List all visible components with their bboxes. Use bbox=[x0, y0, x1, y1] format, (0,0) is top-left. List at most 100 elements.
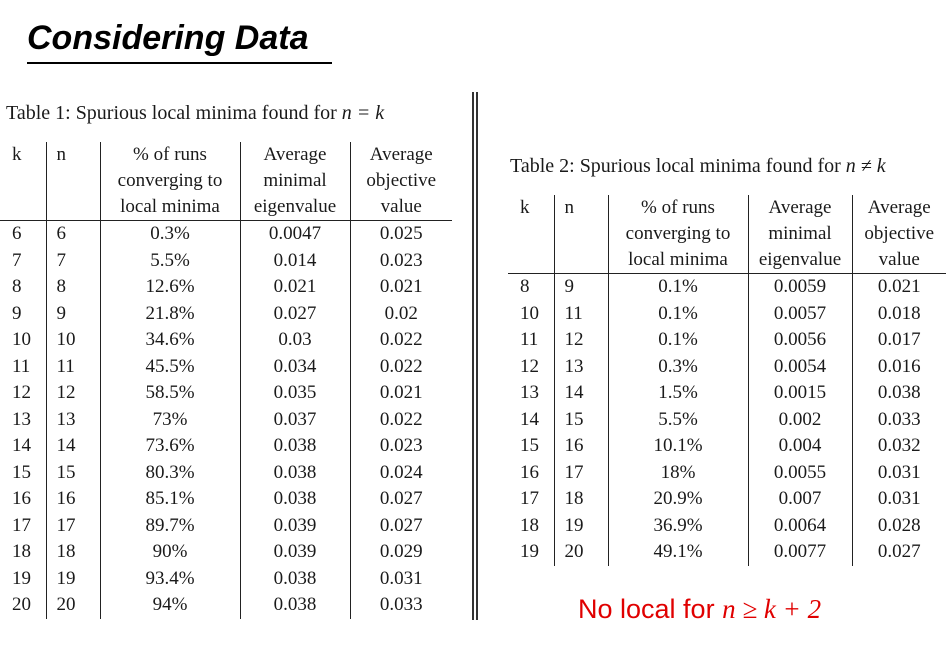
table1-cell-k: 20 bbox=[0, 592, 47, 619]
table2-header-k: k bbox=[508, 195, 555, 221]
table1-cell-n: 16 bbox=[46, 486, 101, 513]
table2-cell-percent-runs: 20.9% bbox=[608, 486, 749, 513]
table2-row: 19 20 49.1% 0.0077 0.027 bbox=[508, 539, 946, 566]
table1-cell-avg-min-eigenvalue: 0.035 bbox=[240, 380, 351, 407]
table1-cell-avg-min-eigenvalue: 0.021 bbox=[240, 274, 351, 301]
table1-cell-avg-objective: 0.022 bbox=[379, 329, 423, 350]
table1-cell-n: 10 bbox=[46, 327, 101, 354]
table1-caption-text: Table 1: Spurious local minima found for bbox=[6, 102, 342, 124]
table2-cell-n: 14 bbox=[554, 380, 609, 407]
table2: k n% of runs Average Average converging to mi… bbox=[508, 195, 946, 566]
table1-cell-avg-min-eigenvalue: 0.038 bbox=[240, 459, 351, 486]
table2-cell-percent-runs: 18% bbox=[608, 459, 749, 486]
table1-cell-avg-objective: 0.024 bbox=[379, 461, 423, 483]
table2-header-n bbox=[554, 221, 609, 247]
table1-cell-percent-runs: 58.5% bbox=[100, 380, 241, 407]
table1-cell-n: 12 bbox=[46, 380, 101, 407]
table1-cell-k: 6 bbox=[0, 220, 47, 248]
table1-header-n: n bbox=[46, 142, 101, 168]
table1-cell-percent-runs: 89.7% bbox=[100, 512, 241, 539]
table1-cell-avg-objective: 0.027 bbox=[379, 488, 423, 509]
table2-cell-avg-objective: 0.028 bbox=[877, 514, 921, 536]
table2-header-percent-runs: % of runs bbox=[608, 195, 749, 221]
table2-row: 8 9 0.1% 0.0059 0.021 bbox=[508, 273, 946, 301]
table2-cell-k: 8 bbox=[508, 273, 555, 301]
note-math: n ≥ k + 2 bbox=[722, 594, 822, 624]
table1-row: 13 13 73% 0.037 0.022 bbox=[0, 406, 452, 433]
table1-cell-n: 18 bbox=[46, 539, 101, 566]
table2-header-n: n bbox=[554, 195, 609, 221]
table2-header-avg-objective: objective bbox=[864, 223, 935, 244]
table1-cell-avg-objective: 0.031 bbox=[379, 567, 423, 589]
table1-cell-avg-min-eigenvalue: 0.038 bbox=[240, 433, 351, 460]
table2-cell-k: 14 bbox=[508, 406, 555, 433]
table2-header-avg-min-eigenvalue: Average bbox=[748, 195, 853, 221]
table2-row: 13 14 1.5% 0.0015 0.038 bbox=[508, 380, 946, 407]
table1-header-avg-min-eigenvalue: eigenvalue bbox=[240, 194, 351, 221]
table2-cell-n: 9 bbox=[554, 273, 609, 301]
table1-header-k bbox=[0, 168, 47, 194]
table1-row: 9 9 21.8% 0.027 0.02 bbox=[0, 300, 452, 327]
table2-cell-percent-runs: 5.5% bbox=[608, 406, 749, 433]
table1-row: 17 17 89.7% 0.039 0.027 bbox=[0, 512, 452, 539]
note-text: No local for bbox=[578, 594, 723, 624]
table1-cell-percent-runs: 93.4% bbox=[100, 565, 241, 592]
table2-header-row: k n% of runs Average Average bbox=[508, 195, 946, 221]
table2-header-avg-min-eigenvalue: eigenvalue bbox=[748, 247, 853, 274]
table2-cell-percent-runs: 0.1% bbox=[608, 273, 749, 301]
table2-cell-percent-runs: 0.3% bbox=[608, 353, 749, 380]
table1-cell-n: 17 bbox=[46, 512, 101, 539]
table1-header-row: local minima eigenvalue value bbox=[0, 194, 452, 221]
table1-row: 7 7 5.5% 0.014 0.023 bbox=[0, 247, 452, 274]
table2-cell-n: 16 bbox=[554, 433, 609, 460]
table1-cell-avg-min-eigenvalue: 0.038 bbox=[240, 592, 351, 619]
table1-header-avg-objective: value bbox=[350, 194, 452, 221]
table1-cell-n: 14 bbox=[46, 433, 101, 460]
table2-cell-n: 20 bbox=[554, 539, 609, 566]
red-note: No local for n ≥ k + 2 bbox=[578, 591, 821, 627]
table1-row: 10 10 34.6% 0.03 0.022 bbox=[0, 327, 452, 354]
table1-cell-percent-runs: 12.6% bbox=[100, 274, 241, 301]
table1-cell-k: 17 bbox=[0, 512, 47, 539]
table1-row: 8 8 12.6% 0.021 0.021 bbox=[0, 274, 452, 301]
table1-cell-n: 9 bbox=[46, 300, 101, 327]
table2-cell-avg-objective: 0.018 bbox=[877, 302, 921, 324]
table2-cell-k: 18 bbox=[508, 512, 555, 539]
table2-row: 15 16 10.1% 0.004 0.032 bbox=[508, 433, 946, 460]
table2-cell-k: 15 bbox=[508, 433, 555, 460]
table1-cell-k: 13 bbox=[0, 406, 47, 433]
table2-header-k bbox=[508, 247, 555, 274]
table2-header-row: converging to minimal objective bbox=[508, 221, 946, 247]
table2-cell-k: 11 bbox=[508, 327, 555, 354]
table1-cell-avg-objective: 0.027 bbox=[379, 514, 423, 536]
table2-cell-percent-runs: 36.9% bbox=[608, 512, 749, 539]
table2-caption-text: Table 2: Spurious local minima found for bbox=[510, 155, 846, 177]
table1-cell-n: 11 bbox=[46, 353, 101, 380]
table2-cell-avg-objective: 0.027 bbox=[877, 541, 921, 562]
table1-row: 18 18 90% 0.039 0.029 bbox=[0, 539, 452, 566]
table1-cell-avg-min-eigenvalue: 0.034 bbox=[240, 353, 351, 380]
table1-row: 16 16 85.1% 0.038 0.027 bbox=[0, 486, 452, 513]
table1-cell-n: 6 bbox=[46, 220, 101, 248]
table2-cell-avg-min-eigenvalue: 0.0057 bbox=[748, 300, 853, 327]
table1-header-percent-runs: converging to bbox=[100, 168, 241, 194]
table2-cell-avg-objective: 0.031 bbox=[877, 461, 921, 483]
table1-header-k: k bbox=[0, 142, 47, 168]
table1-header-row: k n% of runs Average Average bbox=[0, 142, 452, 168]
table1-cell-avg-objective: 0.02 bbox=[384, 302, 418, 324]
table1-header-percent-runs: % of runs bbox=[100, 142, 241, 168]
table2-row: 16 17 18% 0.0055 0.031 bbox=[508, 459, 946, 486]
column-divider-left bbox=[472, 92, 474, 620]
table1-cell-k: 7 bbox=[0, 247, 47, 274]
table2-cell-k: 12 bbox=[508, 353, 555, 380]
table2-cell-n: 19 bbox=[554, 512, 609, 539]
table1-cell-percent-runs: 73.6% bbox=[100, 433, 241, 460]
table1-cell-avg-min-eigenvalue: 0.014 bbox=[240, 247, 351, 274]
table2-cell-k: 17 bbox=[508, 486, 555, 513]
table1-cell-percent-runs: 94% bbox=[100, 592, 241, 619]
table1-cell-percent-runs: 21.8% bbox=[100, 300, 241, 327]
table2-header-n bbox=[554, 247, 609, 274]
table1-cell-avg-min-eigenvalue: 0.038 bbox=[240, 565, 351, 592]
table1-header-n bbox=[46, 168, 101, 194]
table1-row: 14 14 73.6% 0.038 0.023 bbox=[0, 433, 452, 460]
